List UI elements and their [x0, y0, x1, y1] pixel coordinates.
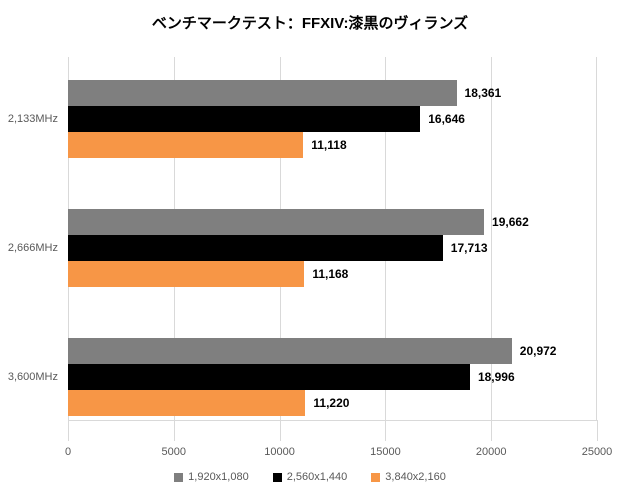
- bar: [68, 390, 306, 416]
- plot-area: 18,361 16,646 11,118 19,662 17,713 11,168 20,9…: [68, 57, 597, 421]
- x-axis-tick-label: 15000: [370, 446, 401, 458]
- bar: [68, 106, 421, 132]
- x-axis-tick-label: 20000: [475, 446, 507, 458]
- x-axis-tick: [597, 420, 598, 441]
- value-label: 16,646: [428, 112, 465, 126]
- x-axis-tick: [385, 420, 387, 441]
- legend-label: 2,560x1,440: [286, 471, 348, 483]
- x-axis-tick: [491, 420, 493, 441]
- x-axis-tick-label: 25000: [581, 446, 613, 458]
- gridline: [596, 57, 597, 420]
- value-label: 11,220: [313, 396, 350, 410]
- bar: [68, 235, 443, 261]
- value-label: 11,118: [311, 138, 347, 152]
- legend-swatch: [371, 472, 381, 482]
- legend-item: 1,920x1,080: [174, 471, 249, 483]
- bar: [68, 132, 304, 158]
- value-label: 17,713: [450, 241, 488, 255]
- legend-swatch: [272, 472, 282, 482]
- chart-title: ベンチマークテスト：FFXIV:漆黒のヴィランズ: [151, 15, 469, 32]
- bar: [68, 338, 512, 364]
- legend-label: 3,840x2,160: [385, 471, 446, 483]
- category-label: 2,133MHz: [7, 113, 58, 125]
- x-axis-tick-label: 10000: [264, 446, 295, 458]
- value-label: 11,168: [312, 267, 349, 281]
- legend-swatch: [174, 472, 184, 482]
- category-label: 2,666MHz: [7, 242, 58, 254]
- value-label: 19,662: [492, 215, 529, 229]
- value-label: 20,972: [519, 344, 557, 358]
- x-axis-tick: [279, 420, 281, 441]
- x-axis-tick: [173, 420, 175, 441]
- x-axis-tick-label: 5000: [161, 446, 187, 458]
- bar: [68, 209, 485, 235]
- bar: [68, 364, 470, 390]
- legend-item: 3,840x2,160: [371, 471, 446, 483]
- bar: [68, 80, 457, 106]
- x-axis-tick: [68, 420, 69, 441]
- x-axis-tick-label: 0: [64, 446, 72, 458]
- legend-item: 2,560x1,440: [272, 471, 348, 483]
- value-label: 18,361: [464, 86, 502, 100]
- legend: 1,920x1,080 2,560x1,440 3,840x2,160: [0, 471, 620, 483]
- category-label: 3,600MHz: [7, 371, 58, 383]
- gridline: [491, 57, 493, 420]
- value-label: 18,996: [477, 370, 515, 384]
- bar: [68, 261, 305, 287]
- legend-label: 1,920x1,080: [188, 471, 249, 483]
